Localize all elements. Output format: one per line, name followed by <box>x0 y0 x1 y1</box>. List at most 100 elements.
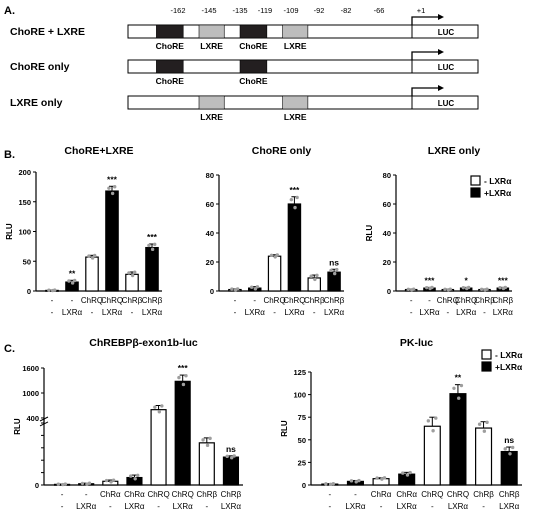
chart-title: ChREBPβ-exon1b-luc <box>89 337 198 349</box>
x-tick-label-top: - <box>51 296 54 305</box>
replicate-dot <box>510 445 515 450</box>
chart-title: ChoRE only <box>252 145 312 157</box>
legend-swatch <box>470 175 481 186</box>
y-tick-label: 125 <box>293 368 306 377</box>
x-tick-label-top: - <box>428 296 431 305</box>
replicate-dot <box>255 285 260 289</box>
construct-name: ChoRE only <box>10 61 70 73</box>
replicate-dot <box>111 478 116 482</box>
replicate-dot <box>110 191 115 196</box>
replicate-dot <box>230 287 234 291</box>
position-label: -135 <box>232 6 247 15</box>
replicate-dot <box>382 476 387 480</box>
bar <box>287 203 302 292</box>
replicate-dot <box>295 195 299 200</box>
y-axis-label: RLU <box>365 225 374 242</box>
replicate-dot <box>503 447 507 451</box>
replicate-dot <box>47 288 51 292</box>
significance-label: ns <box>504 435 514 445</box>
replicate-dot <box>177 375 181 380</box>
promoter-bar <box>127 59 479 74</box>
x-tick-label-top: ChRQ <box>101 296 123 305</box>
x-tick-label-bottom: LXRα <box>221 502 242 511</box>
replicate-dot <box>67 279 71 283</box>
x-tick-label-top: ChRβ <box>474 296 495 305</box>
replicate-dot <box>87 254 91 258</box>
replicate-dot <box>332 271 337 276</box>
replicate-dot <box>53 288 57 292</box>
x-tick-label-bottom: - <box>446 308 449 317</box>
tss-arrow <box>411 51 438 60</box>
replicate-dot <box>201 438 205 442</box>
position-label: -66 <box>374 6 385 15</box>
x-tick-label-bottom: LXRα <box>245 308 266 317</box>
x-tick-label-top: - <box>328 490 331 499</box>
replicate-dot <box>113 185 117 189</box>
replicate-dot <box>354 480 358 484</box>
significance-label: *** <box>425 275 436 285</box>
x-tick-label-bottom: LXRα <box>76 502 97 511</box>
y-tick-label: 100 <box>293 391 306 400</box>
significance-label: ** <box>69 268 76 278</box>
x-tick-label-bottom: LXRα <box>284 308 305 317</box>
replicate-dot <box>229 456 234 460</box>
element-label: ChoRE <box>239 41 268 51</box>
chore-element-box <box>239 59 268 74</box>
replicate-dot <box>498 285 502 290</box>
y-tick-label: 60 <box>383 200 391 209</box>
replicate-dot <box>249 285 254 289</box>
x-tick-label-top: ChRQ <box>455 296 477 305</box>
y-tick-label: 40 <box>383 229 391 238</box>
replicate-dot <box>331 481 336 486</box>
x-tick-label-top: ChRα <box>100 490 121 499</box>
replicate-dot <box>485 287 489 291</box>
x-tick-label-top: ChRQ <box>172 490 194 499</box>
replicate-dot <box>443 287 447 291</box>
replicate-dot <box>56 482 61 486</box>
replicate-dot <box>430 285 434 290</box>
replicate-dot <box>315 273 319 278</box>
replicate-dot <box>269 253 274 258</box>
tss-arrow <box>411 87 438 96</box>
replicate-dot <box>160 404 164 408</box>
x-tick-label-top: ChRα <box>124 490 145 499</box>
tss-arrowhead <box>438 85 444 91</box>
bar <box>222 456 240 486</box>
bar <box>85 256 99 292</box>
x-tick-label-bottom: - <box>157 502 160 511</box>
position-label: -109 <box>283 6 298 15</box>
x-tick-label-top: ChRβ <box>221 490 242 499</box>
legend-swatch <box>470 187 481 198</box>
y-tick-label: 400 <box>26 414 39 423</box>
x-tick-label-bottom: LXRα <box>419 308 440 317</box>
replicate-dot <box>485 420 489 425</box>
replicate-dot <box>73 278 77 283</box>
replicate-dot <box>153 405 157 409</box>
chart-lxre-only: LXRE onlyRLU020406080--***-LXRαChRQ-*ChR… <box>365 145 514 317</box>
replicate-dot <box>426 419 431 423</box>
x-tick-label-bottom: LXRα <box>397 502 418 511</box>
significance-label: ns <box>329 257 339 267</box>
significance-label: * <box>465 275 469 285</box>
replicate-dot <box>457 396 461 400</box>
lxre-element-box <box>198 95 225 110</box>
x-tick-label-top: ChRβ <box>197 490 218 499</box>
tss-arrowhead <box>438 14 444 20</box>
x-tick-label-top: ChRβ <box>493 296 514 305</box>
panel-a-label: A. <box>4 5 15 17</box>
y-tick-label: 0 <box>210 287 214 296</box>
x-tick-label-bottom: LXRα <box>345 502 366 511</box>
lxre-element-box <box>282 95 309 110</box>
x-tick-label-top: ChRQ <box>283 296 305 305</box>
element-label: LXRE <box>284 41 307 51</box>
y-tick-label: 0 <box>27 287 31 296</box>
replicate-dot <box>235 287 240 291</box>
significance-label: ** <box>455 373 462 383</box>
replicate-dot <box>275 253 279 257</box>
chore-element-box <box>239 24 268 39</box>
x-tick-label-bottom: - <box>482 502 485 511</box>
y-tick-label: 200 <box>18 168 31 177</box>
legend-label: - LXRα <box>484 176 512 186</box>
significance-label: *** <box>147 232 158 242</box>
